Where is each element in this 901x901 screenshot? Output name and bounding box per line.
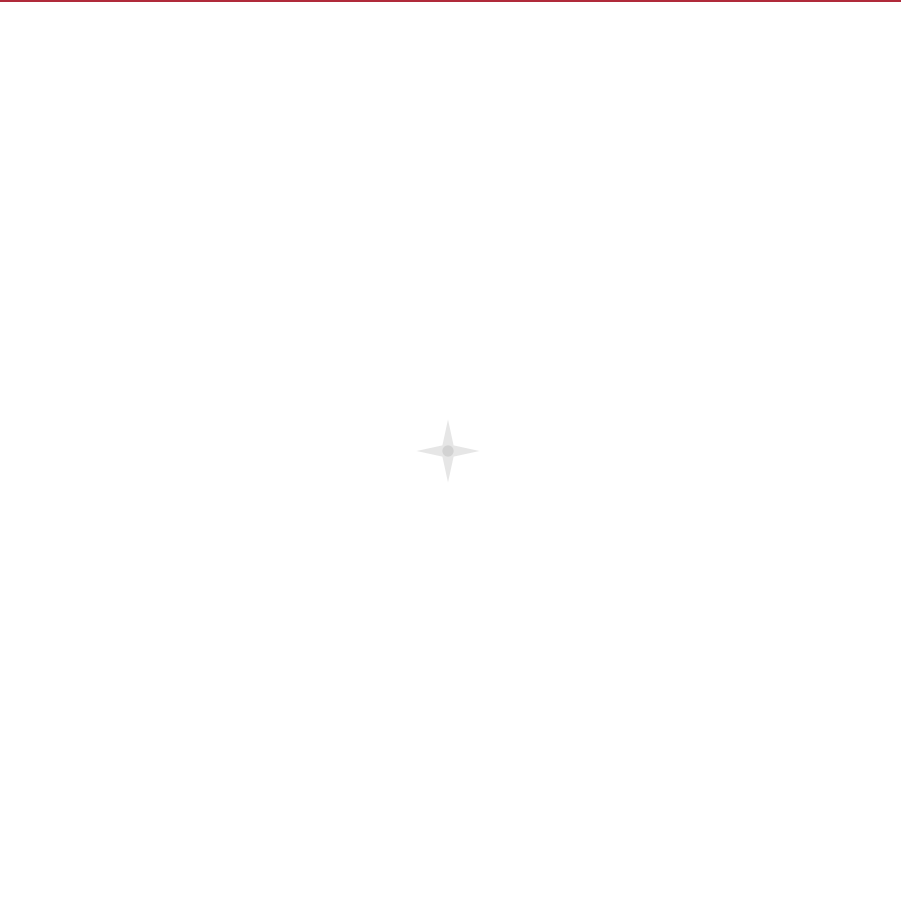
diagram-stage (0, 0, 901, 901)
red-baseline (0, 0, 901, 2)
technical-drawing (0, 0, 901, 901)
